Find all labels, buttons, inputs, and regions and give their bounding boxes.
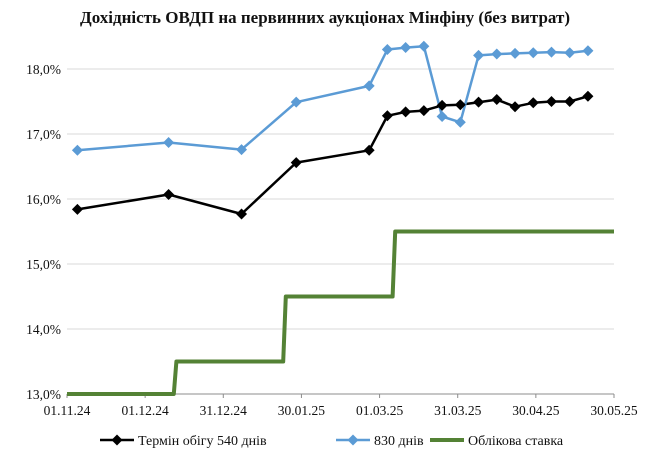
y-tick-label: 14,0% (26, 322, 61, 337)
series-1-point (491, 94, 503, 106)
series-1-point (163, 188, 175, 200)
y-tick-label: 16,0% (26, 192, 61, 207)
x-tick-label: 30.04.25 (512, 403, 560, 418)
y-tick-label: 18,0% (26, 62, 61, 77)
y-tick-label: 13,0% (26, 387, 61, 402)
chart-title: Дохідність ОВДП на первинних аукціонах М… (80, 8, 570, 27)
series-1-point (545, 96, 557, 107)
series-1-point (363, 144, 375, 156)
series-lines (67, 45, 614, 396)
series-1-point (454, 99, 466, 111)
legend-item-1-marker (111, 434, 123, 446)
series-2-point (509, 47, 521, 59)
series-1-point (290, 157, 302, 169)
series-2-point (381, 44, 393, 55)
series-2-point (236, 144, 248, 156)
series-2-line (77, 45, 589, 152)
x-tick-label: 31.03.25 (434, 403, 482, 418)
series-1-point (236, 208, 248, 220)
legend: Термін обігу 540 днів 830 днів Облікова ст… (100, 434, 564, 449)
series-1-point (527, 97, 539, 109)
legend-item-3-label: Облікова ставка (468, 434, 564, 449)
series-2-point (163, 136, 175, 148)
series-1-point (509, 101, 521, 113)
series-2-point (400, 42, 412, 54)
series-2-point (363, 80, 375, 92)
series-2-point (418, 40, 430, 52)
series-1-point (473, 96, 485, 108)
y-tick-label: 15,0% (26, 257, 61, 272)
series-1-point (436, 99, 448, 111)
y-tick-label: 17,0% (26, 127, 61, 142)
series-3-line (67, 229, 614, 396)
x-tick-label: 31.12.24 (200, 403, 248, 418)
x-tick-label: 30.05.25 (590, 403, 638, 418)
series-2-point (454, 116, 466, 128)
legend-item-2-label: 830 днів (374, 434, 424, 449)
x-tick-label: 01.11.24 (44, 403, 91, 418)
legend-item-1-label: Термін обігу 540 днів (138, 434, 267, 449)
x-tick-label: 01.03.25 (356, 403, 404, 418)
series-1-point (564, 96, 576, 107)
series-1-point (400, 106, 412, 118)
series-2-point (582, 45, 594, 57)
series-1-line (77, 95, 589, 216)
series-2-point (290, 96, 302, 108)
series-2-point (436, 110, 448, 122)
legend-item-2-marker (347, 434, 359, 446)
series-1-point (381, 110, 393, 122)
axes: 13,0% 14,0% 15,0% 16,0% 17,0% 18,0% 01.11.24 01… (26, 62, 638, 418)
series-1-point (71, 203, 83, 215)
series-2-point (527, 47, 539, 59)
series-2-point (71, 144, 83, 156)
x-tick-label: 30.01.25 (278, 403, 326, 418)
series-2-point (473, 49, 485, 61)
series-2-point (545, 46, 557, 58)
series-1-point (582, 90, 594, 102)
series-2-point (491, 48, 503, 60)
series-2-point (564, 47, 576, 59)
series-markers (71, 40, 594, 220)
x-tick-label: 01.12.24 (122, 403, 170, 418)
series-1-point (418, 105, 430, 117)
